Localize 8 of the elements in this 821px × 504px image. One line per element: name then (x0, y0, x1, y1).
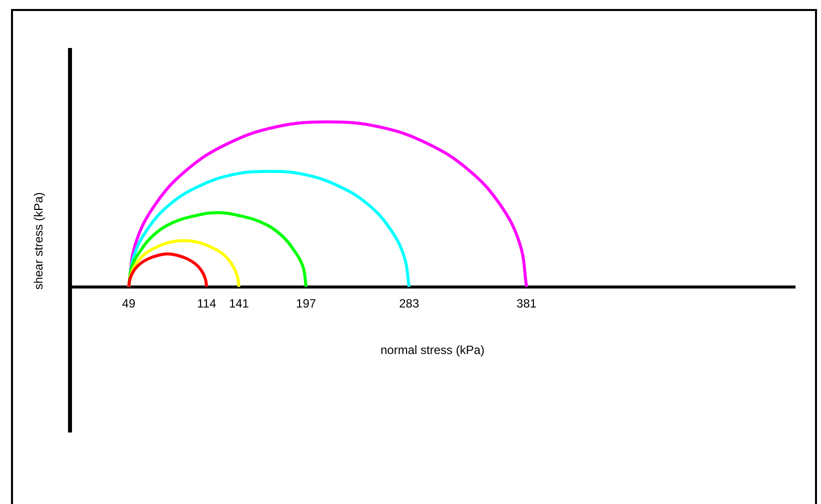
x-tick-label: 141 (228, 296, 250, 310)
x-tick-label: 197 (296, 296, 316, 310)
x-tick-label: 114 (197, 296, 216, 310)
y-axis-title: shear stress (kPa) (32, 192, 46, 290)
x-tick-label: 49 (122, 296, 136, 310)
x-tick-label: 283 (399, 296, 420, 310)
x-tick-label: 381 (516, 296, 537, 310)
x-axis-title: normal stress (kPa) (380, 343, 485, 358)
